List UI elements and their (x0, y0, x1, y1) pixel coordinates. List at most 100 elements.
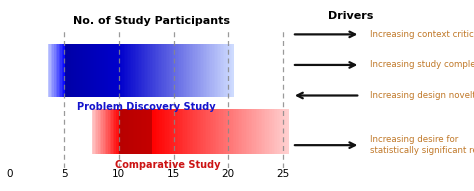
Text: Increasing study complexity: Increasing study complexity (370, 60, 474, 70)
Bar (197, 44, 199, 97)
Bar (178, 44, 180, 97)
Bar (108, 44, 110, 97)
Bar (229, 109, 231, 154)
Bar (49, 44, 51, 97)
Bar (102, 44, 104, 97)
Bar (259, 109, 261, 154)
Bar (91, 44, 93, 97)
Bar (210, 44, 212, 97)
Bar (116, 109, 118, 154)
Bar (241, 109, 243, 154)
Bar (125, 44, 128, 97)
Bar (121, 109, 123, 154)
Bar (83, 44, 85, 97)
Title: No. of Study Participants: No. of Study Participants (73, 16, 230, 26)
Bar (118, 109, 120, 154)
Bar (93, 109, 95, 154)
Bar (234, 109, 237, 154)
Bar (135, 44, 137, 97)
Bar (146, 44, 147, 97)
Bar (233, 109, 235, 154)
Bar (200, 44, 202, 97)
Bar (165, 44, 168, 97)
Bar (65, 44, 67, 97)
Bar (190, 109, 192, 154)
Bar (126, 109, 128, 154)
Bar (57, 44, 59, 97)
Bar (277, 109, 279, 154)
Bar (131, 44, 134, 97)
Bar (283, 109, 286, 154)
Bar (101, 109, 103, 154)
Bar (217, 44, 219, 97)
Bar (172, 44, 174, 97)
Bar (273, 109, 276, 154)
Bar (115, 109, 117, 154)
Bar (68, 44, 70, 97)
Bar (215, 44, 217, 97)
Bar (220, 44, 222, 97)
Bar (100, 44, 102, 97)
Bar (94, 44, 96, 97)
Bar (141, 109, 143, 154)
Bar (162, 109, 164, 154)
Bar (210, 109, 212, 154)
Bar (51, 44, 53, 97)
Bar (184, 44, 186, 97)
Bar (191, 44, 192, 97)
Bar (231, 44, 233, 97)
Bar (208, 109, 210, 154)
Bar (164, 44, 166, 97)
Bar (164, 109, 166, 154)
Bar (228, 44, 229, 97)
Bar (123, 109, 125, 154)
Bar (153, 44, 155, 97)
Bar (163, 44, 164, 97)
Bar (111, 44, 113, 97)
Bar (193, 44, 195, 97)
Bar (223, 44, 225, 97)
Bar (198, 44, 200, 97)
Bar (120, 44, 123, 97)
Bar (124, 109, 127, 154)
Bar (70, 44, 72, 97)
Bar (195, 109, 197, 154)
Bar (95, 109, 97, 154)
Bar (55, 44, 58, 97)
Bar (272, 109, 274, 154)
Bar (128, 109, 130, 154)
Bar (103, 44, 106, 97)
Text: Increasing desire for
statistically significant results: Increasing desire for statistically sign… (370, 135, 474, 155)
Bar (82, 44, 84, 97)
Bar (236, 109, 238, 154)
Bar (226, 44, 228, 97)
Bar (223, 109, 225, 154)
Bar (151, 109, 153, 154)
Bar (96, 109, 99, 154)
Bar (133, 44, 135, 97)
Bar (228, 109, 230, 154)
Bar (128, 44, 130, 97)
Bar (122, 44, 124, 97)
Bar (221, 44, 223, 97)
Bar (279, 109, 281, 154)
Bar (63, 44, 65, 97)
Bar (169, 109, 171, 154)
Bar (252, 109, 255, 154)
Bar (172, 109, 174, 154)
Bar (246, 109, 248, 154)
Bar (76, 44, 78, 97)
Bar (90, 44, 91, 97)
Bar (218, 44, 220, 97)
Bar (204, 44, 206, 97)
Bar (144, 44, 146, 97)
Bar (113, 44, 115, 97)
Bar (99, 44, 101, 97)
Bar (197, 109, 199, 154)
Bar (119, 44, 121, 97)
Bar (142, 44, 145, 97)
Bar (141, 44, 143, 97)
Text: Increasing context criticality: Increasing context criticality (370, 30, 474, 39)
Bar (231, 109, 233, 154)
Bar (215, 109, 217, 154)
